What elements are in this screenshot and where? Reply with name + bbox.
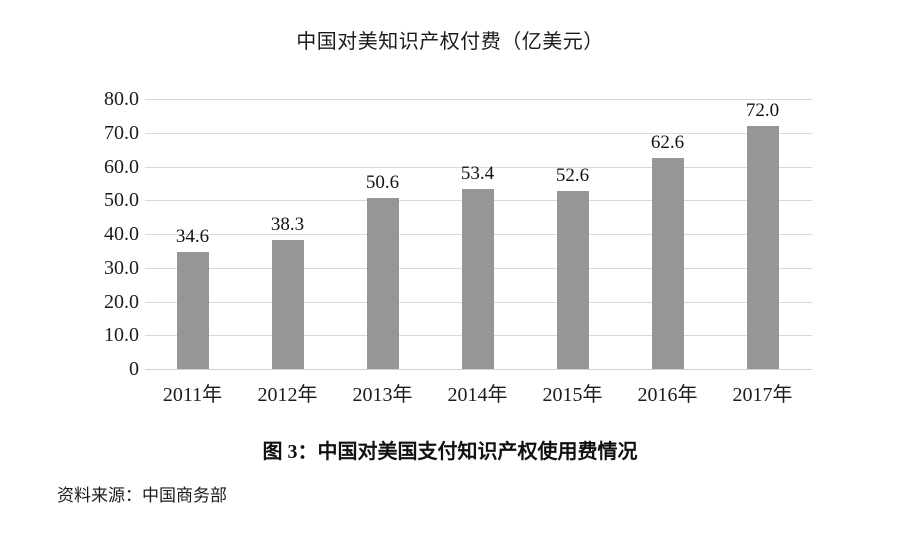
y-axis-tick: 40.0 xyxy=(104,223,139,245)
chart-title: 中国对美知识产权付费（亿美元） xyxy=(296,31,604,53)
y-axis-tick: 60.0 xyxy=(104,155,139,178)
gridline xyxy=(145,166,812,168)
bar-value-label: 62.6 xyxy=(650,131,685,153)
x-axis-tick: 2013年 xyxy=(352,384,413,406)
gridline xyxy=(145,99,812,100)
gridline xyxy=(145,132,812,134)
y-axis-tick: 30.0 xyxy=(104,256,139,279)
bar-value-label: 34.6 xyxy=(175,226,210,248)
x-axis-tick: 2012年 xyxy=(257,384,318,406)
x-axis-tick: 2011年 xyxy=(162,384,223,406)
y-axis-tick: 20.0 xyxy=(104,290,139,313)
bar-group: 34.6 xyxy=(145,99,240,369)
x-axis-tick: 2016年 xyxy=(637,384,698,406)
bar-value-label: 38.3 xyxy=(270,213,305,235)
x-axis: 2011年 2012年 2013年 2014年 2015年 2016年 2017年 xyxy=(145,381,812,415)
x-axis-tick: 2017年 xyxy=(732,384,793,406)
bar xyxy=(271,239,304,369)
source-note: 资料来源：中国商务部 xyxy=(57,486,227,505)
bar-group: 50.6 xyxy=(335,99,430,369)
bar-group: 52.6 xyxy=(525,99,620,369)
bar-group: 62.6 xyxy=(620,99,715,369)
plot-area: 34.6 38.3 50.6 53.4 52.6 62.6 72.0 xyxy=(145,99,812,370)
x-axis-line xyxy=(145,369,812,370)
bar-value-label: 52.6 xyxy=(555,165,590,187)
bar-group: 72.0 xyxy=(715,99,810,369)
x-axis-tick: 2015年 xyxy=(542,384,603,406)
bar xyxy=(461,188,494,369)
bar-group: 53.4 xyxy=(430,99,525,369)
bar xyxy=(746,126,779,369)
bar xyxy=(176,252,209,369)
y-axis-tick: 50.0 xyxy=(104,189,139,212)
bar xyxy=(651,157,684,369)
y-axis-tick: 10.0 xyxy=(104,324,139,347)
bar-value-label: 50.6 xyxy=(365,172,400,194)
y-axis-tick: 80.0 xyxy=(104,88,139,110)
bar-group: 38.3 xyxy=(240,99,335,369)
bar-value-label: 72.0 xyxy=(745,100,780,121)
bar xyxy=(556,191,589,369)
bar-value-label: 53.4 xyxy=(460,162,495,184)
y-axis-tick: 0 xyxy=(129,358,139,380)
y-axis: 80.0 70.0 60.0 50.0 40.0 30.0 20.0 10.0 … xyxy=(55,89,139,379)
y-axis-tick: 70.0 xyxy=(104,121,139,144)
figure-caption: 图 3：中国对美国支付知识产权使用费情况 xyxy=(262,441,638,463)
x-axis-tick: 2014年 xyxy=(447,384,508,406)
bar xyxy=(366,198,399,369)
